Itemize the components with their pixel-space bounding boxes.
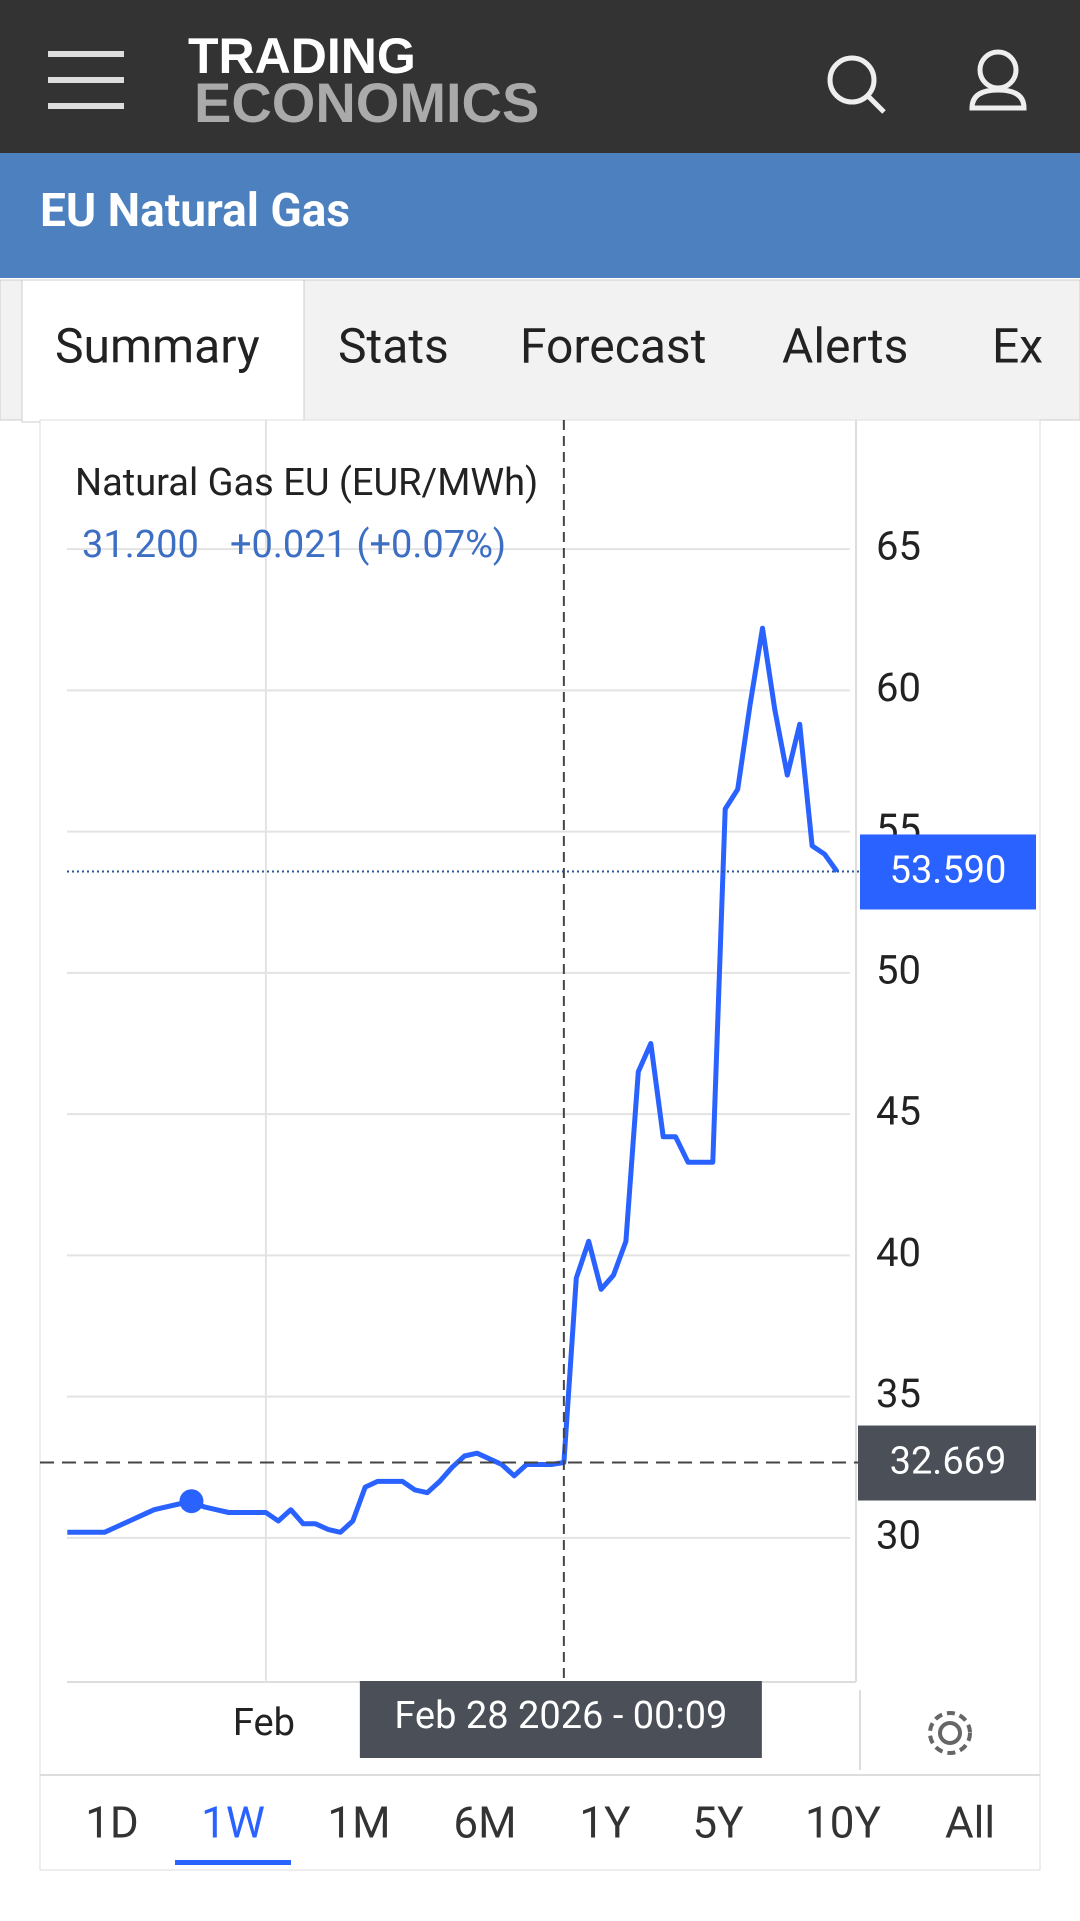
range-button[interactable]: 1M: [327, 1797, 390, 1849]
price-change: +0.021 (+0.07%): [230, 523, 506, 567]
range-button[interactable]: 10Y: [805, 1797, 881, 1849]
crosshair-value-label: 32.669: [890, 1440, 1007, 1484]
range-button[interactable]: 1Y: [579, 1797, 631, 1849]
last-price-badge: [860, 834, 1036, 910]
range-button[interactable]: 5Y: [692, 1797, 744, 1849]
x-tick-label: Feb: [233, 1701, 295, 1745]
crosshair-value-badge: [858, 1425, 1036, 1501]
range-button[interactable]: 6M: [453, 1797, 516, 1849]
crosshair-date-badge: [359, 1681, 762, 1758]
tab[interactable]: Alerts: [782, 318, 908, 375]
y-tick-label: 30: [876, 1511, 921, 1558]
user-icon[interactable]: [969, 49, 1027, 111]
search-icon[interactable]: [827, 55, 886, 114]
y-tick-label: 45: [876, 1088, 921, 1135]
range-underline: [175, 1860, 291, 1865]
marker-dot: [179, 1489, 204, 1514]
menu-button[interactable]: [48, 51, 124, 109]
logo-bottom[interactable]: ECONOMICS: [194, 71, 539, 134]
page-title: EU Natural Gas: [40, 184, 350, 238]
top-bar: [0, 0, 1080, 153]
range-button[interactable]: 1D: [85, 1797, 139, 1849]
tab[interactable]: Ex: [992, 318, 1043, 375]
logo-top[interactable]: TRADING: [188, 28, 416, 84]
active-tab: [21, 279, 305, 423]
tab[interactable]: Forecast: [520, 318, 706, 375]
y-tick-label: 40: [876, 1229, 921, 1276]
chart-card: [39, 419, 1041, 1871]
price: 31.200: [82, 523, 199, 567]
tab[interactable]: Summary: [55, 318, 260, 375]
last-price-label: 53.590: [890, 849, 1007, 893]
title-bar: [0, 153, 1080, 278]
settings-icon[interactable]: [928, 1711, 972, 1755]
y-tick-label: 50: [876, 946, 921, 993]
range-button[interactable]: 1W: [201, 1797, 265, 1849]
y-tick-label: 60: [876, 664, 921, 711]
y-tick-label: 65: [876, 523, 921, 570]
tab[interactable]: Stats: [338, 318, 449, 375]
crosshair-date-label: Feb 28 2026 - 00:09: [394, 1694, 727, 1738]
y-tick-label: 35: [876, 1370, 921, 1417]
chart-title: Natural Gas EU (EUR/MWh): [75, 461, 538, 505]
range-button[interactable]: All: [945, 1797, 995, 1849]
